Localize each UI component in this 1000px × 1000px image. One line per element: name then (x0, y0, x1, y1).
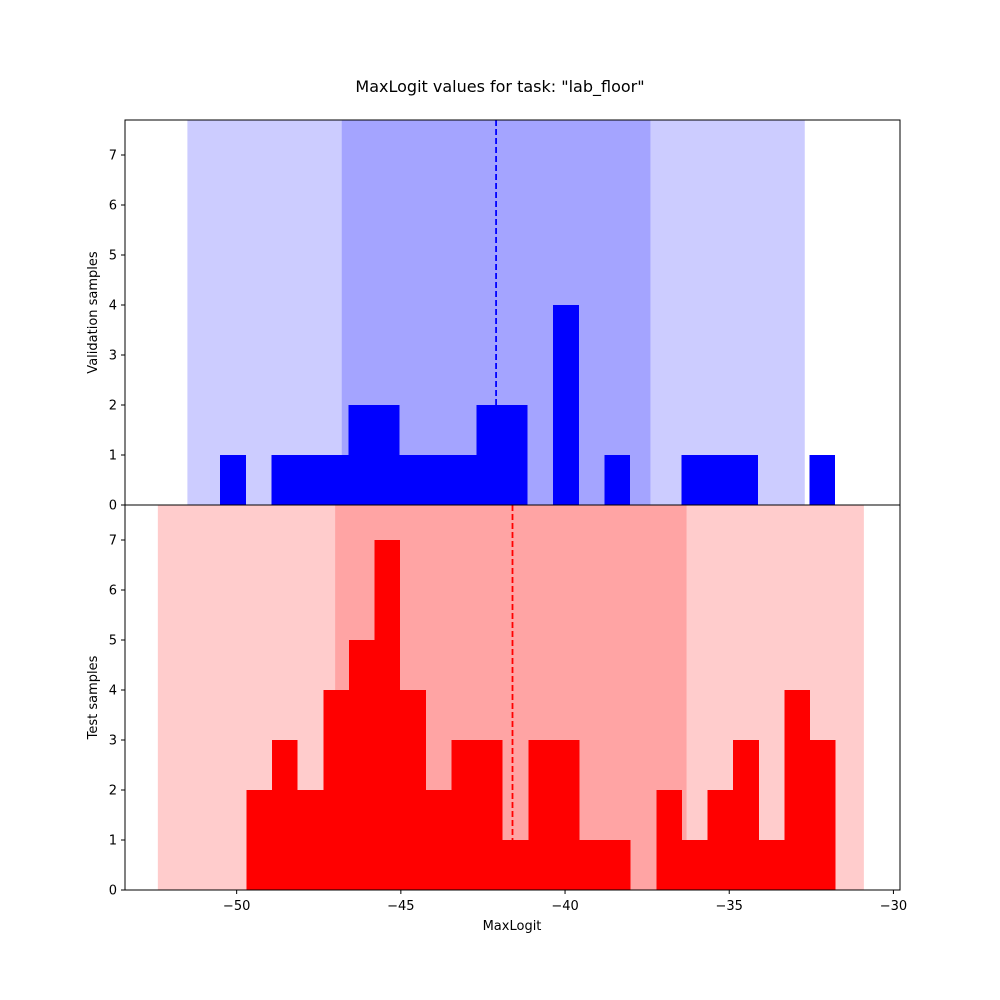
test-histogram-bar (374, 540, 401, 890)
test-y-tick-label: 1 (109, 834, 117, 849)
test-y-tick-label: 2 (109, 784, 117, 799)
test-y-tick-label: 6 (109, 584, 117, 599)
test-histogram-bar (348, 640, 375, 890)
validation-y-tick-label: 5 (109, 249, 117, 264)
validation-histogram-bar (706, 455, 733, 505)
test-y-tick-label: 4 (109, 684, 117, 699)
validation-histogram-bar (604, 455, 631, 505)
x-axis-label: MaxLogit (483, 919, 542, 934)
validation-y-tick-label: 3 (109, 349, 117, 364)
test-histogram-bar (425, 790, 452, 890)
validation-histogram-bar (476, 405, 502, 505)
test-histogram-bar (758, 840, 785, 890)
test-y-tick-label: 7 (109, 534, 117, 549)
validation-histogram-bar (553, 305, 579, 505)
validation-histogram-bar (220, 455, 246, 505)
test-histogram-bar (733, 740, 759, 890)
test-histogram-bar (502, 840, 529, 890)
test-panel: 0 1 2 3 4 5 6 7 Test samples −50 −45 −40 −35 −30 (86, 504, 907, 914)
test-histogram-bar (579, 840, 606, 890)
test-axes-frame (124, 504, 901, 891)
validation-histogram-bar (681, 455, 707, 505)
test-histogram-bar (400, 690, 426, 890)
validation-y-axis-label: Validation samples (86, 251, 101, 374)
test-histogram-bar (810, 740, 836, 890)
test-histogram-bar (451, 740, 478, 890)
test-histogram-bar (605, 840, 631, 890)
test-y-tick-label: 3 (109, 734, 117, 749)
test-histogram-bar (297, 790, 324, 890)
test-y-tick-label: 0 (109, 884, 117, 899)
test-histogram-bar (246, 790, 273, 890)
test-histogram-bar (272, 740, 298, 890)
validation-y-tick-label: 2 (109, 399, 117, 414)
validation-histogram-bar (297, 455, 323, 505)
test-histogram-bar (553, 740, 580, 890)
validation-histogram-bar (501, 405, 528, 505)
test-histogram-bar (656, 790, 682, 890)
validation-histogram-bar (399, 455, 426, 505)
test-histogram-bar (784, 690, 811, 890)
validation-histogram-bar (732, 455, 759, 505)
x-tick-label: −40 (551, 899, 578, 914)
validation-panel: 0 1 2 3 4 5 6 7 Validation samples (86, 119, 901, 514)
validation-histogram-bar (348, 405, 374, 505)
test-y-tick-label: 5 (109, 634, 117, 649)
test-histogram-bar (681, 840, 708, 890)
validation-histogram-bar (322, 455, 349, 505)
test-histogram-bar (323, 690, 349, 890)
x-tick-label: −30 (880, 899, 907, 914)
validation-y-tick-label: 0 (109, 499, 117, 514)
x-tick-label: −50 (223, 899, 250, 914)
validation-y-tick-label: 6 (109, 199, 117, 214)
validation-histogram-bar (450, 455, 477, 505)
test-histogram-bar (528, 740, 554, 890)
validation-histogram-bar (425, 455, 451, 505)
x-tick-label: −45 (387, 899, 414, 914)
x-tick-label: −35 (716, 899, 743, 914)
test-histogram-bar (707, 790, 734, 890)
validation-histogram-bar (373, 405, 400, 505)
validation-y-tick-label: 4 (109, 299, 117, 314)
validation-y-tick-label: 7 (109, 149, 117, 164)
validation-histogram-bar (271, 455, 298, 505)
test-histogram-bar (477, 740, 503, 890)
test-y-axis-label: Test samples (86, 655, 101, 740)
validation-y-tick-label: 1 (109, 449, 117, 464)
chart-title: MaxLogit values for task: "lab_floor" (355, 77, 644, 97)
validation-histogram-bar (809, 455, 835, 505)
